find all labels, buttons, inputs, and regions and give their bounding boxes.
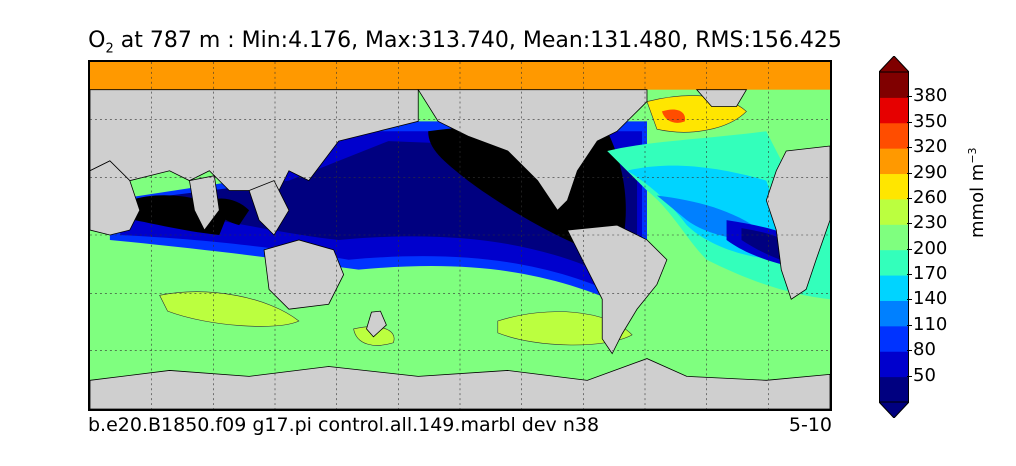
southeast-asia [248,180,290,236]
africa-east [90,160,141,236]
years-label: 5-10 [788,414,832,436]
colorbar-tick-label: 80 [907,339,936,361]
colorbar-segment [879,351,909,378]
arctic-band [90,62,830,90]
greenland [695,89,748,107]
colorbar-tick-label: 50 [907,364,936,386]
colorbar-segment [879,376,909,403]
india [189,175,220,231]
colorbar-unit-label: mmol m−3 [966,147,988,238]
colorbar [877,55,911,419]
south-indian-patch [159,291,300,327]
bay-of-bengal-omz [209,198,250,226]
title-stats: at 787 m : Min:4.176, Max:313.740, Mean:… [113,28,842,53]
ocean-oxygen-map [88,60,832,411]
colorbar-extend-min [877,401,911,419]
australia [263,239,345,310]
unit-text: mmol m [967,163,988,238]
africa-west [765,145,830,300]
colorbar-tick-label: 200 [906,237,948,259]
colorbar-tick-label: 320 [906,136,948,158]
colorbar-tick-label: 140 [906,288,948,310]
colorbar-segment [879,97,909,124]
colorbar-tick-label: 260 [906,186,948,208]
title-species: O [88,28,106,53]
colorbar-tick-label: 380 [906,85,948,107]
colorbar-segment [879,122,909,149]
title-subscript: 2 [105,41,114,57]
map-canvas [90,62,830,409]
graticule [90,62,830,409]
colorbar-segment [879,325,909,352]
colorbar-segment [879,300,909,327]
unit-exponent: −3 [966,147,979,164]
colorbar-segment [879,224,909,251]
colorbar-tick-label: 230 [906,212,948,234]
colorbar-tick-label: 290 [906,161,948,183]
colorbar-segment [879,148,909,175]
north-america [417,89,648,211]
south-america [566,224,668,355]
land [90,89,830,409]
case-name: b.e20.B1850.f09 g17.pi control.all.149.m… [88,414,600,436]
colorbar-segment [879,72,909,98]
colorbar-canvas [877,55,911,419]
colorbar-segment [879,173,909,200]
colorbar-tick-label: 350 [906,110,948,132]
colorbar-segment [879,198,909,225]
colorbar-frame [879,71,909,403]
new-zealand [366,310,387,338]
plot-title: O2 at 787 m : Min:4.176, Max:313.740, Me… [0,28,930,56]
colorbar-extend-max [877,55,911,73]
colorbar-segment [879,275,909,301]
south-pacific-patch [497,311,633,346]
colorbar-segment [879,249,909,276]
colorbar-tick-label: 170 [906,263,948,285]
colorbar-tick-label: 110 [906,313,948,335]
